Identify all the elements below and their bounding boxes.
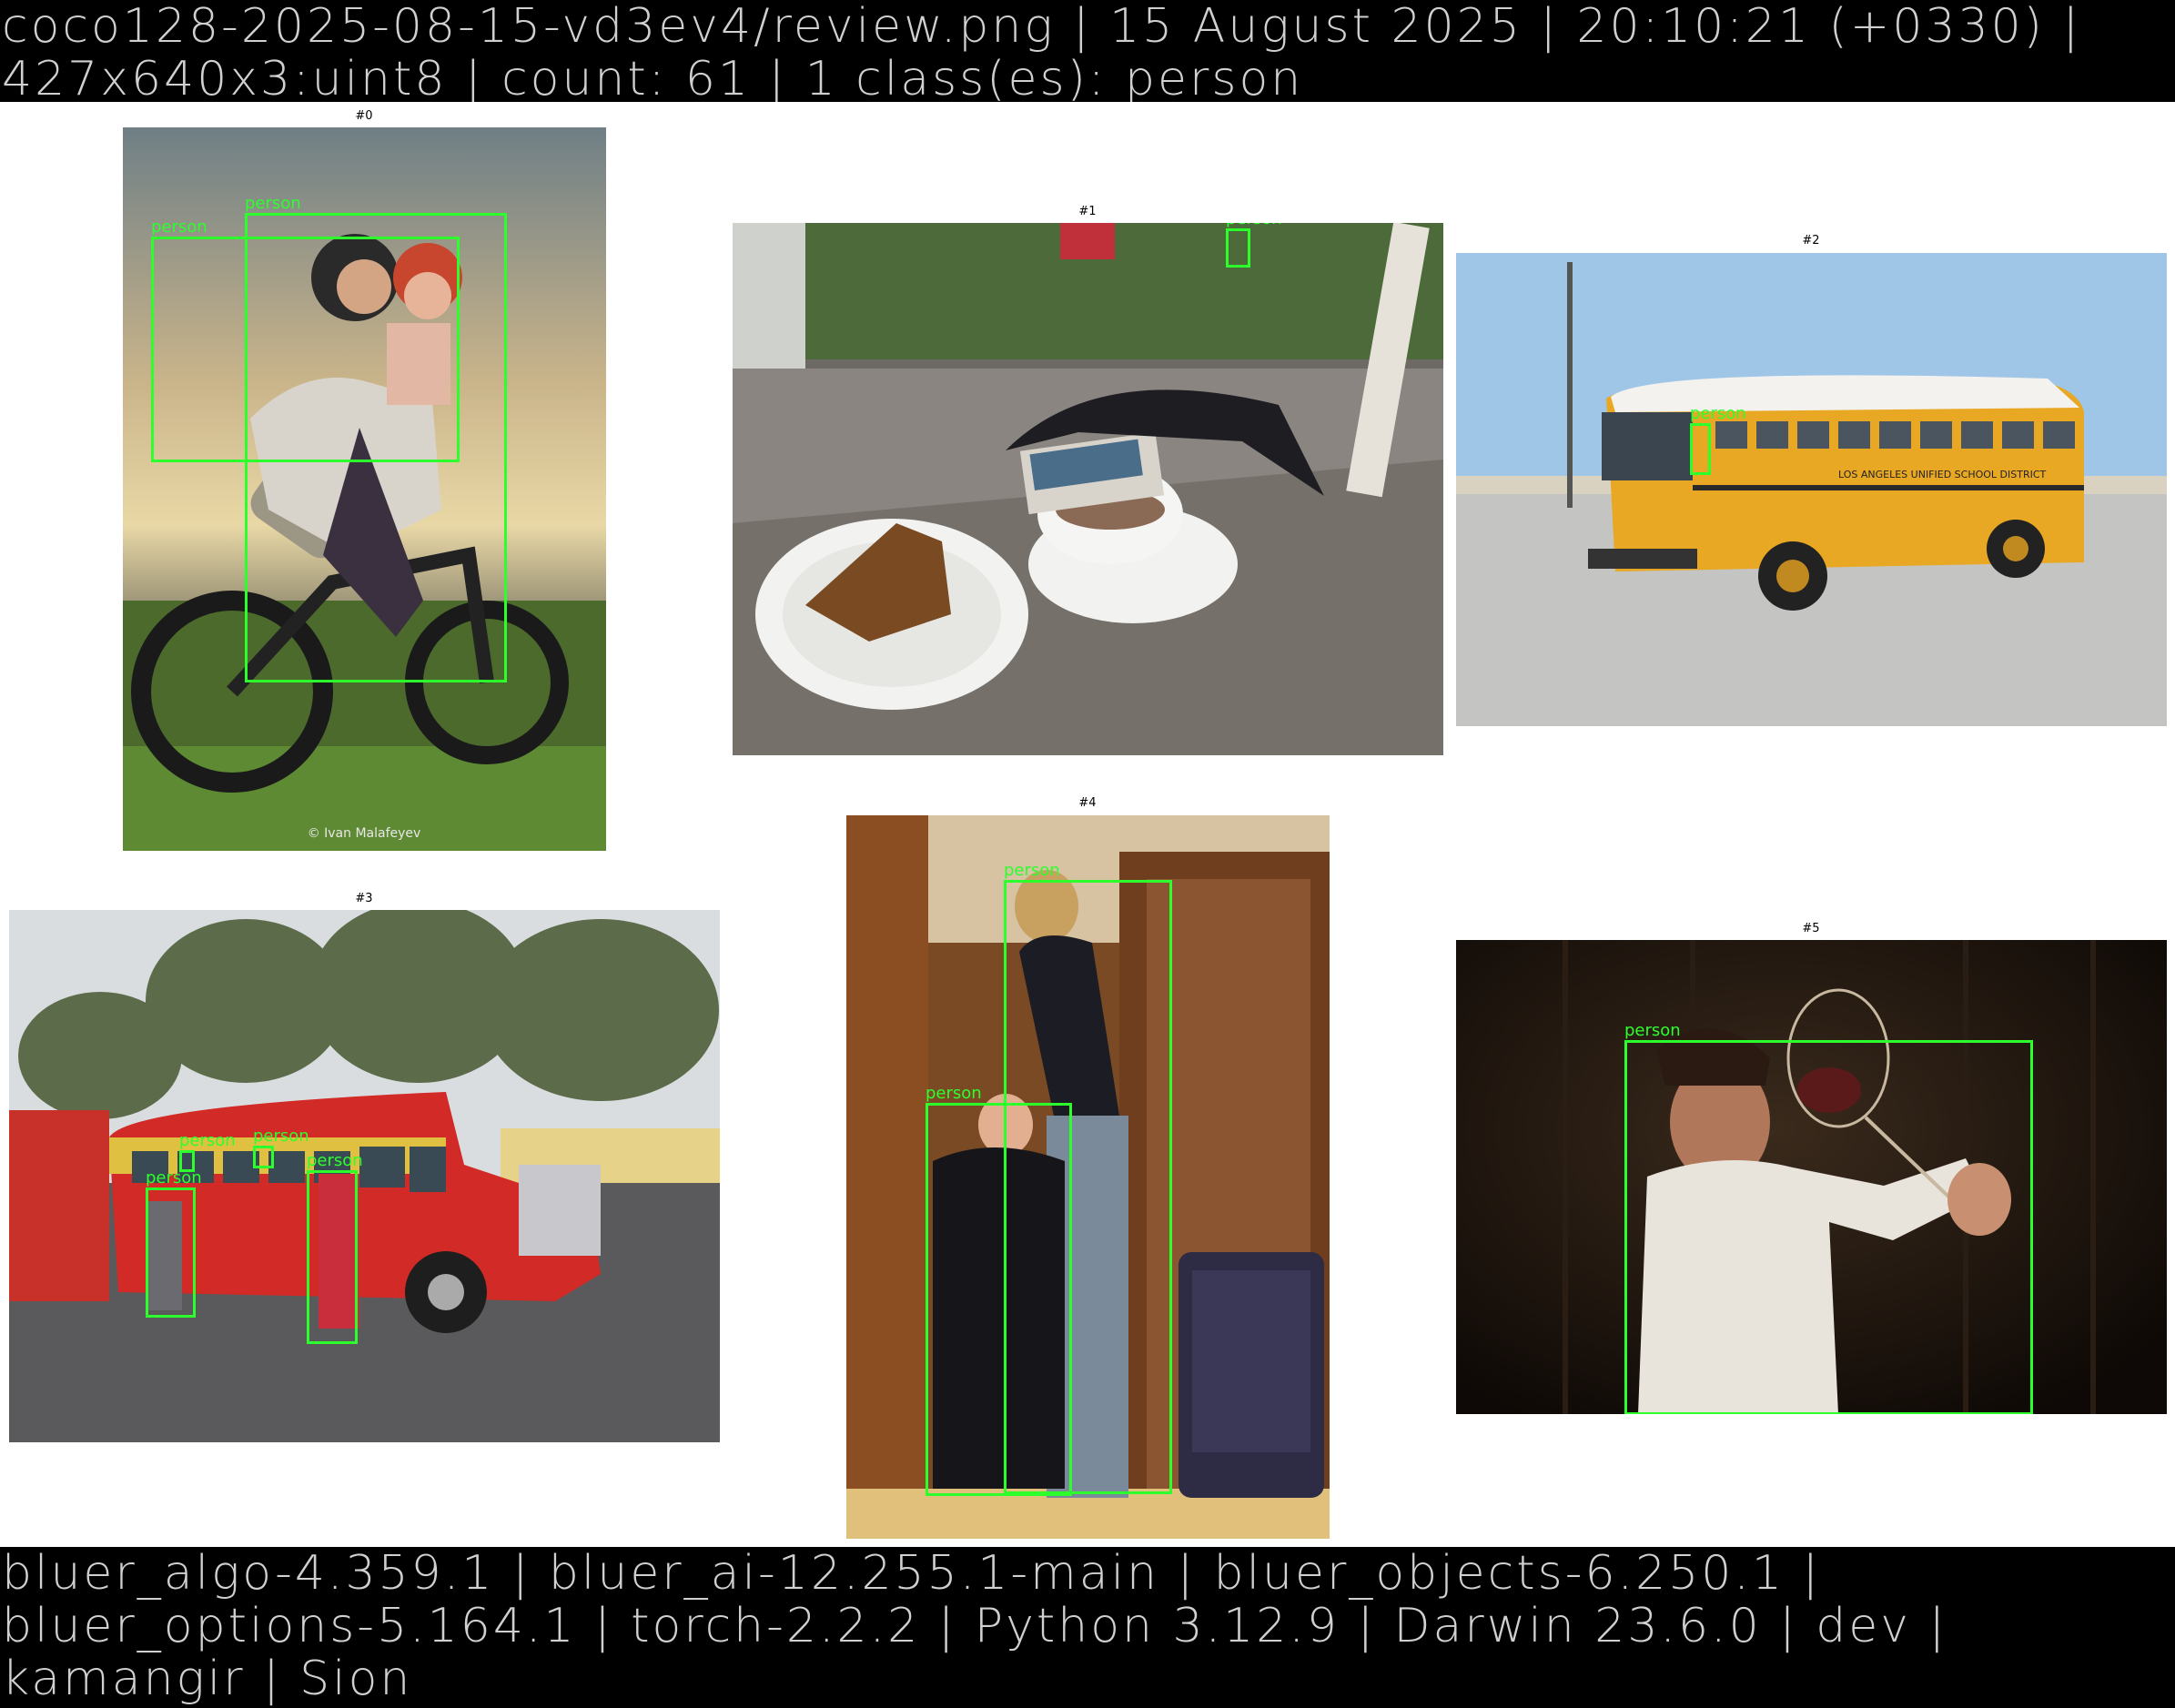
detection-box bbox=[307, 1170, 358, 1344]
header-banner: coco128-2025-08-15-vd3ev4/review.png | 1… bbox=[0, 0, 2175, 102]
detection-label: person bbox=[1226, 223, 1282, 228]
detection-label: person bbox=[146, 1168, 202, 1188]
image-tile-5[interactable]: person bbox=[1456, 940, 2167, 1414]
detection-box bbox=[926, 1103, 1072, 1496]
detection-label: person bbox=[1624, 1021, 1681, 1040]
hallway-photo bbox=[846, 815, 1330, 1539]
header-line-2: 427x640x3:uint8 | count: 61 | 1 class(es… bbox=[2, 52, 1304, 102]
detection-box bbox=[1624, 1040, 2033, 1414]
detection-label: person bbox=[245, 194, 301, 213]
header-line-1: coco128-2025-08-15-vd3ev4/review.png | 1… bbox=[2, 0, 2082, 54]
detection-label: person bbox=[151, 217, 207, 237]
image-caption-1: #1 bbox=[1078, 205, 1097, 218]
image-tile-4[interactable]: person person bbox=[846, 815, 1330, 1539]
detection-label: person bbox=[307, 1151, 363, 1170]
detection-box bbox=[179, 1150, 195, 1172]
detection-label: person bbox=[1690, 404, 1746, 423]
image-tile-0[interactable]: © Ivan Malafeyev person person bbox=[123, 127, 606, 851]
image-caption-2: #2 bbox=[1802, 234, 1820, 248]
image-caption-5: #5 bbox=[1802, 922, 1820, 935]
image-tile-2[interactable]: LOS ANGELES UNIFIED SCHOOL DISTRICT pers… bbox=[1456, 253, 2167, 726]
detection-label: person bbox=[179, 1131, 236, 1150]
detection-label: person bbox=[926, 1084, 982, 1103]
chicken-bus-photo bbox=[9, 910, 720, 1442]
motorcycle-photo: © Ivan Malafeyev bbox=[123, 127, 606, 851]
detection-box bbox=[151, 237, 460, 462]
footer-line-1: bluer_algo-4.359.1 | bluer_ai-12.255.1-m… bbox=[2, 1547, 1821, 1601]
detection-box bbox=[1226, 228, 1250, 268]
cake-coffee-photo bbox=[733, 223, 1443, 755]
image-tile-1[interactable]: person bbox=[733, 223, 1443, 755]
detection-box bbox=[253, 1146, 274, 1168]
detection-label: person bbox=[1004, 861, 1060, 880]
detection-box bbox=[146, 1188, 196, 1318]
detection-box bbox=[245, 213, 507, 682]
wine-glass-photo bbox=[1456, 940, 2167, 1414]
image-caption-0: #0 bbox=[355, 109, 373, 123]
image-caption-3: #3 bbox=[355, 892, 373, 905]
bus-side-text: LOS ANGELES UNIFIED SCHOOL DISTRICT bbox=[1838, 469, 2047, 480]
image-caption-4: #4 bbox=[1078, 796, 1097, 810]
detection-label: person bbox=[253, 1127, 309, 1146]
footer-line-2: bluer_options-5.164.1 | torch-2.2.2 | Py… bbox=[2, 1599, 1948, 1653]
footer-line-3: kamangir | Sion bbox=[2, 1652, 413, 1706]
watermark: © Ivan Malafeyev bbox=[308, 826, 421, 841]
detection-box bbox=[1690, 423, 1711, 475]
detection-box bbox=[1004, 880, 1172, 1494]
image-tile-3[interactable]: person person person person bbox=[9, 910, 720, 1442]
footer-banner: bluer_algo-4.359.1 | bluer_ai-12.255.1-m… bbox=[0, 1547, 2175, 1708]
school-bus-photo: LOS ANGELES UNIFIED SCHOOL DISTRICT bbox=[1456, 253, 2167, 726]
